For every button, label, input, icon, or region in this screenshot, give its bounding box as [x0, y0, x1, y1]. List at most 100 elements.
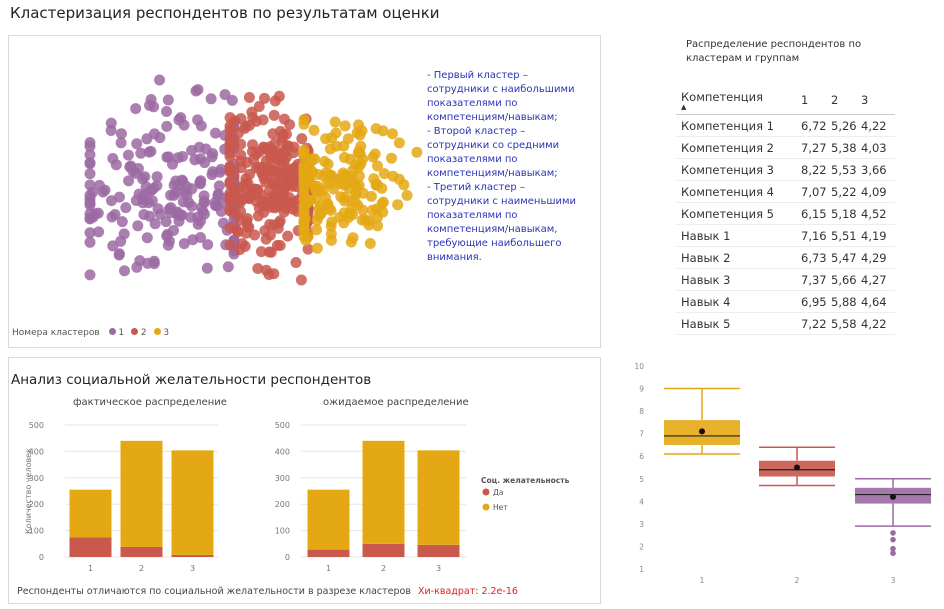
scatter-point-cluster-3 [364, 238, 376, 249]
scatter-point-cluster-1 [99, 184, 111, 196]
scatter-point-cluster-2 [279, 182, 291, 194]
table-header-cluster-2[interactable]: 2 [831, 86, 861, 115]
scatter-point-cluster-1 [135, 147, 147, 159]
scatter-point-cluster-3 [309, 184, 321, 196]
scatter-point-cluster-1 [215, 163, 227, 175]
table-header-cluster-3[interactable]: 3 [861, 86, 895, 115]
scatter-point-cluster-1 [84, 208, 96, 220]
table-row: Навык 3 7,37 5,66 4,27 [676, 268, 895, 291]
legend-label-da: Да [493, 488, 503, 497]
legend-dot-net [482, 503, 490, 511]
box-mean-2 [794, 464, 800, 471]
scatter-point-cluster-2 [282, 140, 294, 152]
bar-actual-da-2 [120, 546, 163, 557]
scatter-point-cluster-3 [311, 224, 322, 236]
table-cell: 7,22 [801, 312, 831, 335]
y-tick-label: 200 [275, 500, 290, 509]
scatter-point-cluster-3 [347, 232, 359, 244]
box-outlier-3 [890, 545, 896, 552]
scatter-point-cluster-2 [224, 239, 236, 251]
scatter-point-cluster-3 [378, 168, 390, 180]
bar-actual-da-3 [171, 554, 214, 557]
scatter-point-cluster-3 [376, 198, 388, 210]
table-header-competence[interactable]: Компетенция ▲ [676, 86, 801, 115]
scatter-point-cluster-3 [319, 155, 330, 167]
table-title: Распределение респондентов по кластерам … [686, 39, 862, 64]
table-row-label: Навык 1 [676, 224, 801, 247]
y-tick-label: 500 [29, 421, 44, 430]
cluster-3-description: - Третий кластер – сотрудники с наименьш… [427, 182, 577, 263]
table-row: Навык 2 6,73 5,47 4,29 [676, 246, 895, 269]
table-cell: 5,26 [831, 114, 861, 137]
scatter-point-cluster-1 [186, 183, 198, 195]
table-cell: 7,16 [801, 224, 831, 247]
scatter-point-cluster-1 [202, 239, 214, 251]
table-row-label: Компетенция 1 [676, 114, 801, 137]
scatter-point-cluster-3 [298, 231, 310, 243]
scatter-point-cluster-1 [93, 226, 105, 238]
box-y-tick-label: 10 [634, 362, 644, 371]
scatter-point-cluster-3 [411, 146, 423, 158]
bar-actual-net-2 [120, 440, 163, 547]
table-cell: 6,15 [801, 202, 831, 225]
scatter-point-cluster-2 [260, 233, 272, 245]
table-row-label: Компетенция 2 [676, 136, 801, 159]
box-y-tick-label: 2 [639, 542, 644, 551]
scatter-point-cluster-3 [386, 152, 397, 164]
scatter-point-cluster-2 [295, 274, 307, 286]
table-row: Навык 1 7,16 5,51 4,19 [676, 224, 895, 247]
scatter-point-cluster-3 [370, 179, 382, 191]
scatter-point-cluster-3 [386, 128, 398, 140]
social-title: Анализ социальной желательности респонде… [11, 372, 372, 388]
scatter-point-cluster-1 [210, 127, 221, 139]
table-cell: 7,07 [801, 180, 831, 203]
scatter-point-cluster-3 [339, 120, 351, 132]
social-desirability-panel [8, 357, 601, 604]
y-tick-label: 0 [39, 553, 44, 562]
box-x-tick-label: 1 [700, 576, 705, 585]
y-tick-label: 400 [29, 447, 44, 456]
box-y-tick-label: 8 [639, 407, 644, 416]
cluster-legend-dot-1 [108, 328, 116, 335]
scatter-point-cluster-1 [134, 255, 146, 267]
table-header-cluster-1[interactable]: 1 [801, 86, 831, 115]
table-row-label: Навык 5 [676, 312, 801, 335]
scatter-point-cluster-1 [84, 140, 96, 152]
scatter-point-cluster-1 [105, 117, 117, 129]
scatter-point-cluster-2 [241, 213, 253, 224]
scatter-point-cluster-3 [337, 167, 349, 179]
scatter-point-cluster-1 [115, 128, 127, 140]
table-row: Компетенция 4 7,07 5,22 4,09 [676, 180, 895, 203]
scatter-point-cluster-2 [224, 178, 236, 190]
scatter-point-cluster-1 [130, 195, 142, 206]
scatter-point-cluster-1 [197, 206, 209, 217]
scatter-point-cluster-2 [235, 138, 247, 150]
scatter-point-cluster-3 [298, 147, 310, 159]
scatter-point-cluster-2 [271, 146, 283, 158]
scatter-point-cluster-3 [334, 178, 346, 190]
cluster-legend-label-1: 1 [118, 328, 125, 338]
scatter-point-cluster-1 [141, 232, 153, 244]
scatter-point-cluster-1 [205, 93, 217, 105]
scatter-point-cluster-2 [224, 150, 236, 162]
table-cell: 5,47 [831, 246, 861, 269]
scatter-point-cluster-2 [271, 165, 283, 177]
social-note-text: Респонденты отличаются по социальной жел… [17, 586, 411, 597]
scatter-point-cluster-2 [290, 257, 302, 268]
scatter-point-cluster-1 [219, 89, 231, 101]
table-cell: 4,27 [861, 268, 895, 291]
scatter-point-cluster-2 [255, 246, 267, 258]
table-row-label: Навык 2 [676, 246, 801, 269]
scatter-point-cluster-1 [148, 182, 160, 194]
table-cell: 5,22 [831, 180, 861, 203]
y-tick-label: 500 [275, 421, 290, 430]
scatter-point-cluster-3 [325, 204, 337, 216]
scatter-point-cluster-2 [249, 229, 261, 241]
table-row: Навык 4 6,95 5,88 4,64 [676, 290, 895, 313]
table-cell: 6,95 [801, 290, 831, 313]
scatter-point-cluster-3 [350, 159, 362, 170]
scatter-point-cluster-2 [274, 125, 286, 137]
scatter-point-cluster-3 [298, 210, 310, 222]
scatter-point-cluster-2 [224, 138, 236, 149]
scatter-point-cluster-1 [119, 265, 130, 277]
